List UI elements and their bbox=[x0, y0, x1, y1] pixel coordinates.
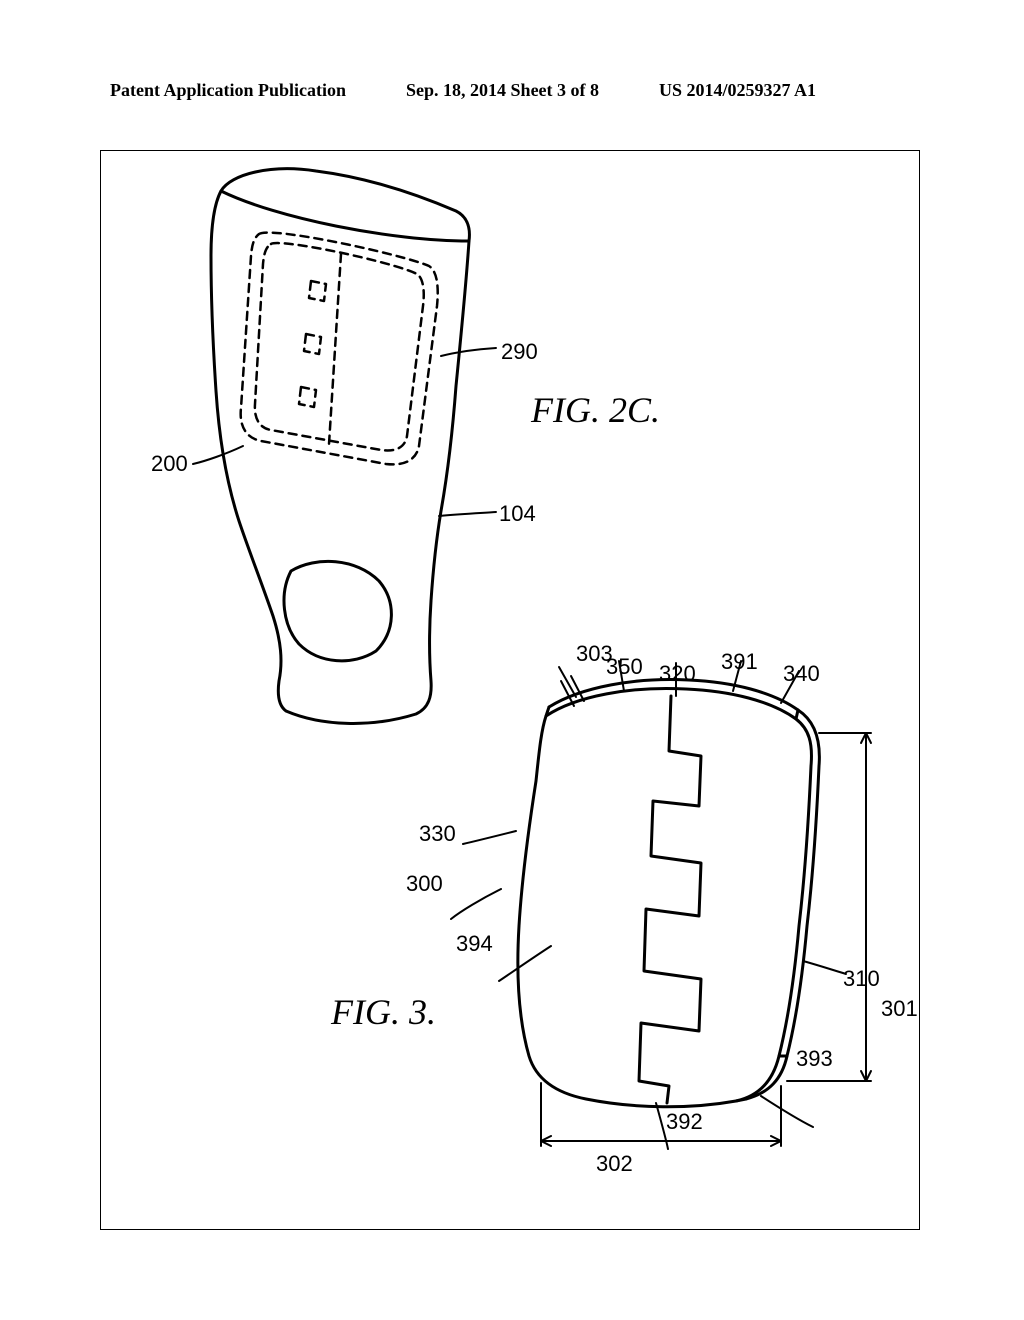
fig3-label: FIG. 3. bbox=[331, 991, 436, 1033]
drawing-area: 290 104 200 FIG. 2C. bbox=[100, 150, 920, 1230]
ref-393: 393 bbox=[796, 1046, 833, 1072]
ref-290: 290 bbox=[501, 339, 538, 365]
ref-340: 340 bbox=[783, 661, 820, 687]
ref-350: 350 bbox=[606, 654, 643, 680]
page-header: Patent Application Publication Sep. 18, … bbox=[0, 80, 1024, 101]
fig3-drawing bbox=[401, 641, 911, 1201]
ref-310: 310 bbox=[843, 966, 880, 992]
ref-320: 320 bbox=[659, 661, 696, 687]
ref-394: 394 bbox=[456, 931, 493, 957]
fig2c-label: FIG. 2C. bbox=[531, 389, 660, 431]
ref-330: 330 bbox=[419, 821, 456, 847]
header-center: Sep. 18, 2014 Sheet 3 of 8 bbox=[406, 80, 599, 101]
ref-392: 392 bbox=[666, 1109, 703, 1135]
ref-391: 391 bbox=[721, 649, 758, 675]
ref-300: 300 bbox=[406, 871, 443, 897]
ref-104: 104 bbox=[499, 501, 536, 527]
header-right: US 2014/0259327 A1 bbox=[659, 80, 816, 101]
header-left: Patent Application Publication bbox=[110, 80, 346, 101]
ref-302: 302 bbox=[596, 1151, 633, 1177]
ref-301: 301 bbox=[881, 996, 918, 1022]
ref-200: 200 bbox=[151, 451, 188, 477]
